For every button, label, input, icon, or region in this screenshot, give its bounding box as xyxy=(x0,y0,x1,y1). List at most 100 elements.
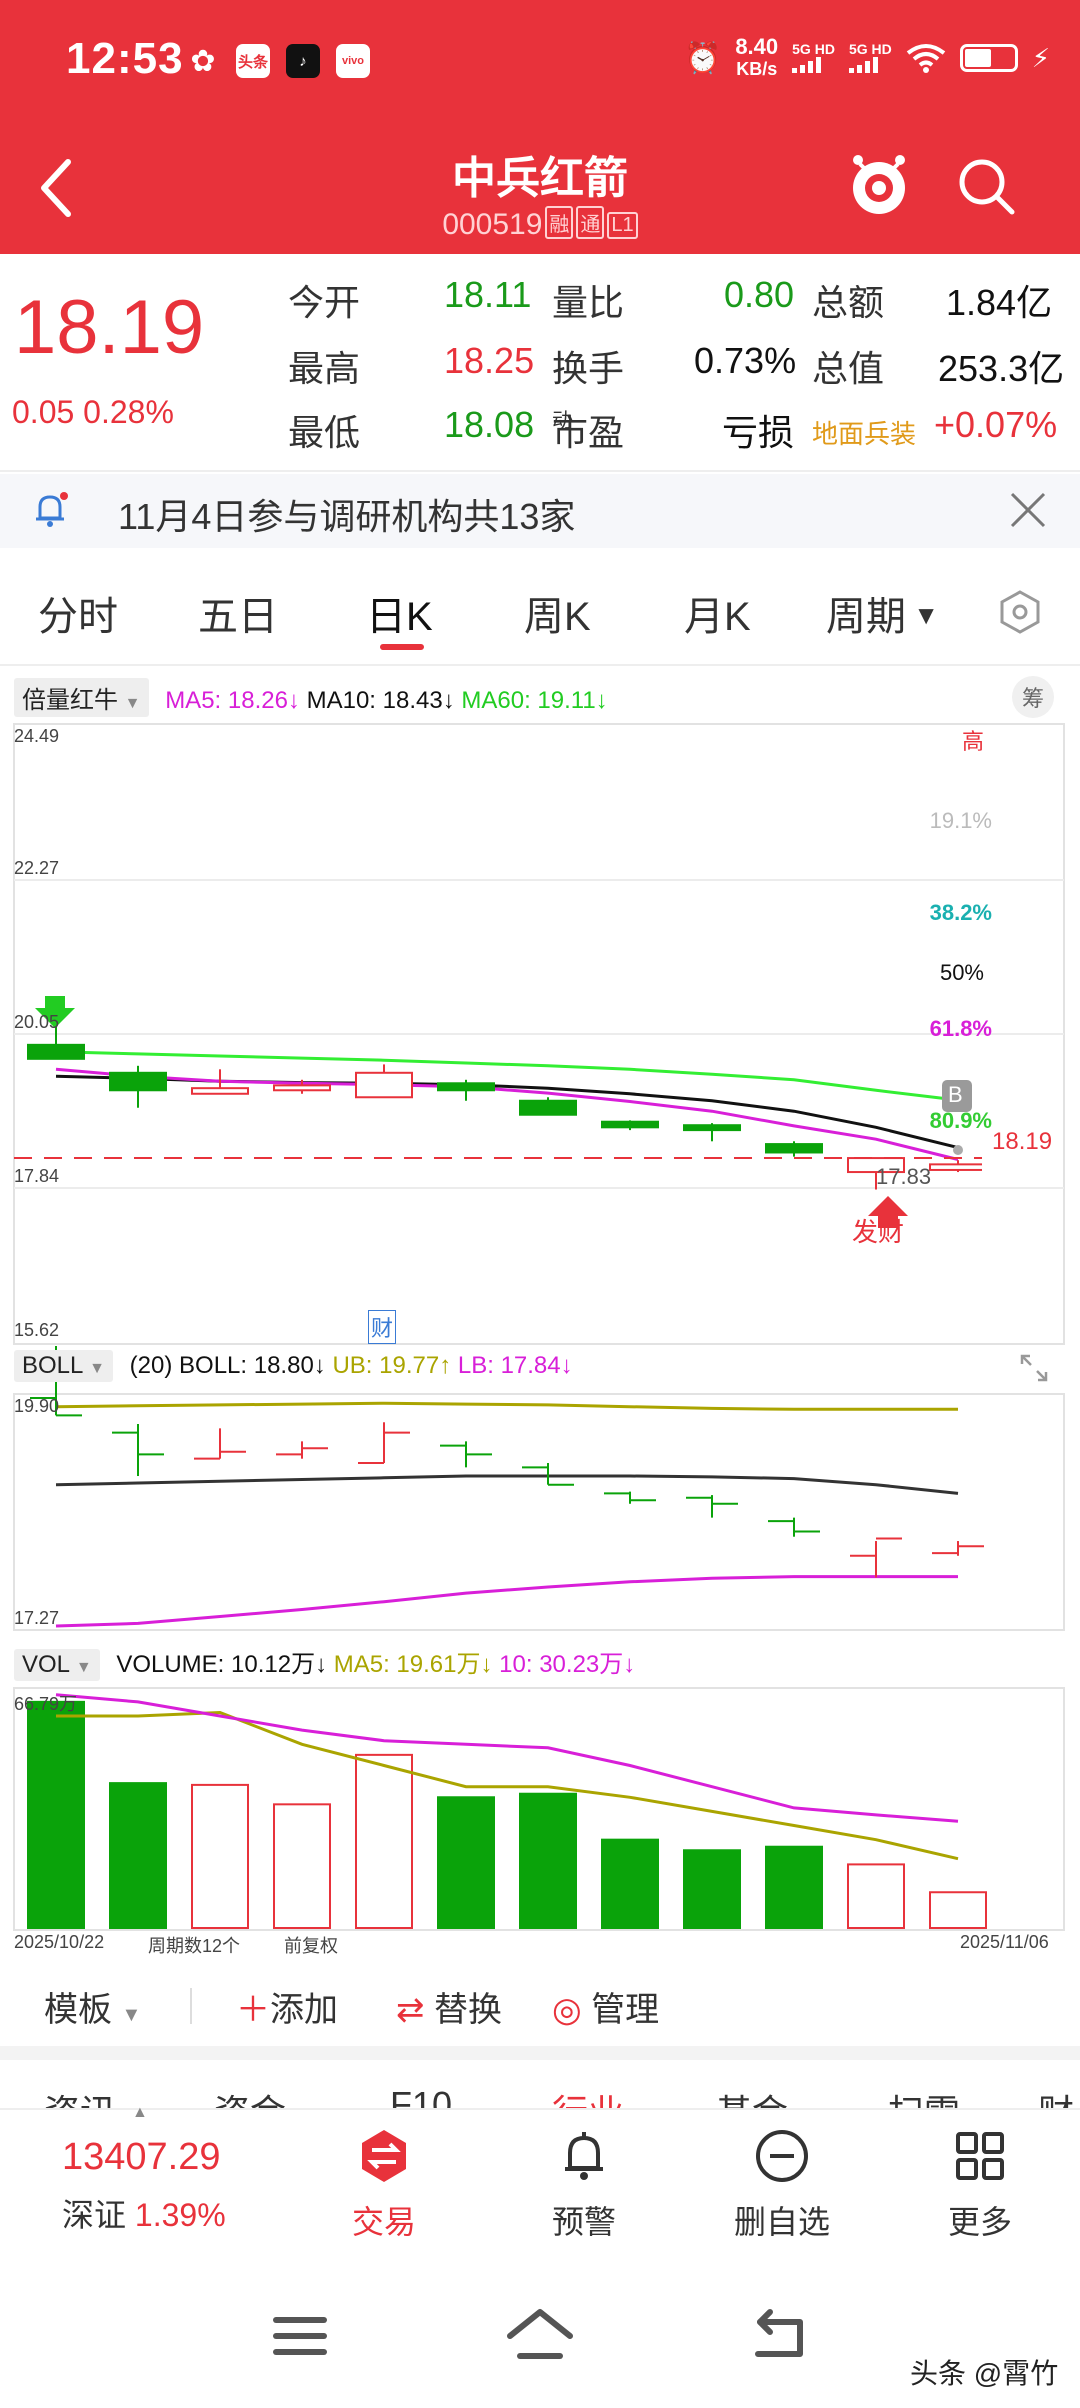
nav-alert[interactable]: 预警 xyxy=(514,2128,654,2243)
tab-news[interactable]: 资讯 xyxy=(44,2084,116,2108)
fib-382-label: 38.2% xyxy=(929,900,992,925)
candle-body xyxy=(929,1163,987,1171)
stock-code: 000519 xyxy=(442,208,543,241)
price-axis-label: 15.62 xyxy=(14,1320,60,1340)
index-name[interactable]: 深证 1.39% xyxy=(62,2197,226,2233)
b-badge[interactable] xyxy=(942,1080,972,1112)
sell-signal-arrow-icon xyxy=(868,1196,908,1228)
boll-indicator-selector[interactable]: BOLL ▼ xyxy=(14,1350,113,1382)
fib-618-label: 61.8% xyxy=(929,1016,992,1041)
fib-809-label: 80.9% xyxy=(929,1108,992,1133)
top-header: 12:53 ✿ 头条 ♪ vivo ⏰ 8.40 KB/s 5G HD 5G H… xyxy=(0,0,1080,254)
menu-button[interactable] xyxy=(260,2300,340,2370)
tab-five-day[interactable]: 五日 xyxy=(198,595,278,639)
fib-50-label: 50% xyxy=(939,960,984,985)
active-tab-indicator xyxy=(380,644,424,650)
finance-event-marker[interactable]: 财 xyxy=(368,1310,397,1344)
volume-bar xyxy=(437,1796,495,1929)
tab-period[interactable]: 周期 ▼ xyxy=(826,595,939,639)
last-price-dot xyxy=(953,1145,963,1155)
stock-name: 中兵红箭 xyxy=(452,154,628,203)
hexagon-settings-icon xyxy=(1000,590,1040,634)
candle-body xyxy=(601,1120,659,1129)
ma10-line xyxy=(55,1074,959,1150)
info-tabs-peek: 资讯 资金 F10 行业 基金 扫雷 财 xyxy=(0,2084,1080,2108)
volume-bar xyxy=(601,1838,659,1930)
low-price-label: 17.83 xyxy=(876,1164,932,1189)
candle-body xyxy=(191,1087,249,1095)
back-button[interactable] xyxy=(30,148,90,228)
tab-risk-scan[interactable]: 扫雷 xyxy=(888,2084,960,2108)
quote-row-2: 最高 18.25 换手 0.73% 总值 253.3亿 xyxy=(288,340,1065,389)
kline-chart-area[interactable]: 倍量红牛 ▼ MA5: 18.26↓ MA10: 18.43↓ MA60: 19… xyxy=(0,668,1080,1956)
ma5-readout: MA5: 18.26↓ xyxy=(165,687,300,714)
candle-body xyxy=(519,1099,577,1116)
manage-button[interactable]: ◎ 管理 xyxy=(552,1991,660,2029)
vivo-icon: vivo xyxy=(336,44,370,78)
notice-close-button[interactable] xyxy=(1008,490,1048,530)
quote-row-1: 今开 18.11 量比 0.80 总额 1.84亿 xyxy=(288,274,1053,323)
notification-icons: ✿ 头条 ♪ vivo xyxy=(186,44,370,78)
volume-bar xyxy=(109,1782,167,1930)
nav-more[interactable]: 更多 xyxy=(910,2128,1050,2243)
candle-body xyxy=(847,1157,905,1174)
x-axis-start: 2025/10/22 xyxy=(14,1932,105,1952)
tag-l1: L1 xyxy=(607,212,638,239)
x-axis-end: 2025/11/06 xyxy=(960,1932,1049,1952)
home-button[interactable] xyxy=(500,2300,580,2370)
kline-chart[interactable] xyxy=(0,668,1080,1944)
battery-icon xyxy=(959,44,1018,72)
current-price: 18.19 xyxy=(14,285,205,370)
volume-bar xyxy=(765,1845,823,1929)
candle-body xyxy=(765,1143,823,1154)
quote-panel: 18.19 0.05 0.28% 今开 18.11 量比 0.80 总额 1.8… xyxy=(0,254,1080,470)
charging-icon: ⚡ xyxy=(1031,42,1050,73)
tab-monthly-k[interactable]: 月K xyxy=(684,595,751,639)
bottom-nav: ▲ 13407.29 深证 1.39% 交易 预警 删自选 xyxy=(0,2104,1080,2258)
tab-finance[interactable]: 财 xyxy=(1038,2084,1074,2108)
menu-icon xyxy=(273,2317,327,2355)
tab-f10[interactable]: F10 xyxy=(390,2084,453,2108)
vol-indicator-selector[interactable]: VOL ▼ xyxy=(14,1649,100,1681)
tiktok-icon: ♪ xyxy=(286,44,320,78)
ma5-line xyxy=(55,1067,959,1161)
add-button[interactable]: ＋添加 xyxy=(236,1991,338,2029)
chip-distribution-button[interactable]: 筹 xyxy=(1012,676,1054,718)
chevron-down-icon: ▼ xyxy=(89,1360,105,1377)
vol-ma5-readout: MA5: 19.61万↓ xyxy=(333,1651,493,1678)
notice-bar[interactable]: 11月4日参与调研机构共13家 xyxy=(0,474,1080,548)
tab-industry[interactable]: 行业 xyxy=(552,2084,624,2108)
replace-button[interactable]: ⇄ 替换 xyxy=(396,1991,502,2029)
volume-bar xyxy=(519,1792,577,1929)
tab-fund[interactable]: 基金 xyxy=(716,2084,788,2108)
main-indicator-selector[interactable]: 倍量红牛 ▼ xyxy=(14,678,149,717)
tab-intraday[interactable]: 分时 xyxy=(38,595,118,639)
mascot-button[interactable] xyxy=(846,150,912,220)
tab-funds[interactable]: 资金 xyxy=(214,2084,286,2108)
index-value[interactable]: 13407.29 xyxy=(62,2136,221,2178)
expand-button[interactable] xyxy=(1018,1352,1050,1384)
template-button[interactable]: 模板 ▼ xyxy=(44,1991,142,2029)
settings-icon: ◎ xyxy=(552,1991,582,2029)
tag-rong: 融 xyxy=(545,206,574,239)
tab-daily-k[interactable]: 日K xyxy=(366,595,433,639)
divider xyxy=(0,470,1080,472)
nav-remove-watchlist[interactable]: 删自选 xyxy=(712,2128,852,2243)
search-button[interactable] xyxy=(954,154,1018,218)
b-badge-label: B xyxy=(948,1082,963,1107)
stock-code-line: 000519 融通 L1 xyxy=(0,206,1080,242)
chevron-down-icon: ▼ xyxy=(124,695,141,712)
tab-weekly-k[interactable]: 周K xyxy=(524,595,591,639)
buy-signal-arrow-icon xyxy=(35,996,75,1028)
status-time: 12:53 xyxy=(66,34,184,83)
candle-body xyxy=(437,1082,495,1092)
back-system-button[interactable] xyxy=(740,2300,820,2370)
main-indicator-row: 倍量红牛 ▼ MA5: 18.26↓ MA10: 18.43↓ MA60: 19… xyxy=(14,678,608,717)
fa-cai-label: 发财 xyxy=(852,1217,905,1247)
return-icon xyxy=(755,2309,803,2357)
price-axis-label: 20.05 xyxy=(14,1012,60,1032)
divider xyxy=(190,1988,192,2024)
vol-indicator-row: VOL ▼ VOLUME: 10.12万↓ MA5: 19.61万↓ 10: 3… xyxy=(14,1644,635,1681)
chart-settings-button[interactable] xyxy=(996,588,1044,636)
nav-trade[interactable]: 交易 xyxy=(314,2128,454,2243)
